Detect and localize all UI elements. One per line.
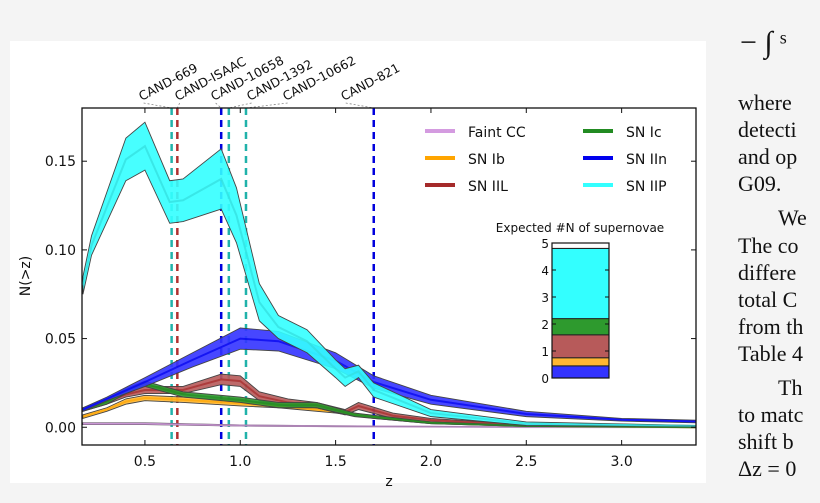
inset-bar-segment bbox=[551, 365, 610, 379]
legend-label: SN Ib bbox=[468, 152, 505, 168]
side-text-line: and op bbox=[738, 144, 798, 169]
inset-bar-segment bbox=[551, 242, 610, 249]
x-tick-label: 2.5 bbox=[515, 454, 537, 470]
side-text-line: Th bbox=[778, 375, 803, 400]
side-text-line: shift b bbox=[738, 429, 794, 454]
y-tick-label: 0.00 bbox=[45, 420, 76, 436]
legend: Faint CC SN Ib SN IIL SN Ic SN IIn SN IIP bbox=[425, 125, 667, 195]
side-text-line: detecti bbox=[738, 117, 797, 142]
x-tick-label: 0.5 bbox=[134, 454, 156, 470]
inset-bar-segment bbox=[551, 334, 610, 359]
candidate-leader-line bbox=[345, 102, 374, 109]
candidate-leader-line bbox=[176, 102, 180, 109]
side-text-line: Table 4 bbox=[738, 341, 804, 366]
inset-tick-label: 5 bbox=[541, 237, 549, 251]
legend-label: SN IIL bbox=[468, 179, 508, 195]
y-tick-label: 0.05 bbox=[45, 332, 76, 348]
inset-bar-segment bbox=[551, 247, 610, 320]
side-text-line: We bbox=[778, 205, 807, 230]
series-line-sn-iil bbox=[82, 378, 697, 429]
side-text-line: to matc bbox=[738, 402, 804, 427]
candidate-leader-line bbox=[245, 102, 288, 109]
inset-tick-label: 0 bbox=[541, 372, 549, 386]
equation-fragment: − ∫ ˢ bbox=[740, 26, 787, 59]
side-text-line: total C bbox=[738, 287, 798, 312]
x-tick-label: 1.5 bbox=[324, 454, 346, 470]
x-tick-label: 1.0 bbox=[229, 454, 251, 470]
inset-tick-label: 3 bbox=[541, 291, 549, 305]
legend-label: SN IIP bbox=[626, 179, 667, 195]
inset-tick-label: 4 bbox=[541, 264, 549, 278]
y-axis: 0.00 0.05 0.10 0.15 bbox=[45, 154, 696, 436]
x-axis-label: z bbox=[385, 474, 392, 490]
plot-frame bbox=[81, 107, 697, 446]
inset-bar-chart: Expected #N of supernovae 0 1 2 3 4 5 bbox=[496, 221, 664, 386]
y-axis-label: N(>z) bbox=[18, 256, 34, 296]
x-tick-label: 2.0 bbox=[420, 454, 442, 470]
x-tick-label: 3.0 bbox=[611, 454, 633, 470]
inset-bar-segment bbox=[551, 318, 610, 336]
inset-title: Expected #N of supernovae bbox=[496, 221, 664, 235]
side-text-line: The co bbox=[738, 233, 799, 258]
legend-label: SN IIn bbox=[626, 152, 667, 168]
side-text-line: Δz = 0 bbox=[738, 456, 797, 481]
series-line-sn-iip bbox=[81, 144, 697, 427]
side-text-line: from th bbox=[738, 314, 804, 339]
inset-tick-label: 2 bbox=[541, 318, 549, 332]
side-text-line: G09. bbox=[738, 171, 782, 196]
legend-label: Faint CC bbox=[468, 125, 526, 141]
inset-bar-segment bbox=[551, 357, 610, 367]
y-tick-label: 0.15 bbox=[45, 154, 76, 170]
series-line-faint-cc bbox=[82, 422, 697, 429]
inset-tick-label: 1 bbox=[541, 345, 549, 359]
side-text-line: where bbox=[738, 90, 792, 115]
side-text-line: differe bbox=[738, 260, 797, 285]
y-tick-label: 0.10 bbox=[45, 243, 76, 259]
legend-label: SN Ic bbox=[626, 125, 662, 141]
inset-frame bbox=[551, 242, 610, 379]
x-axis: 0.5 1.0 1.5 2.0 2.5 3.0 bbox=[134, 108, 633, 470]
candidate-leader-line bbox=[143, 102, 172, 109]
candidate-leader-line bbox=[215, 102, 222, 109]
